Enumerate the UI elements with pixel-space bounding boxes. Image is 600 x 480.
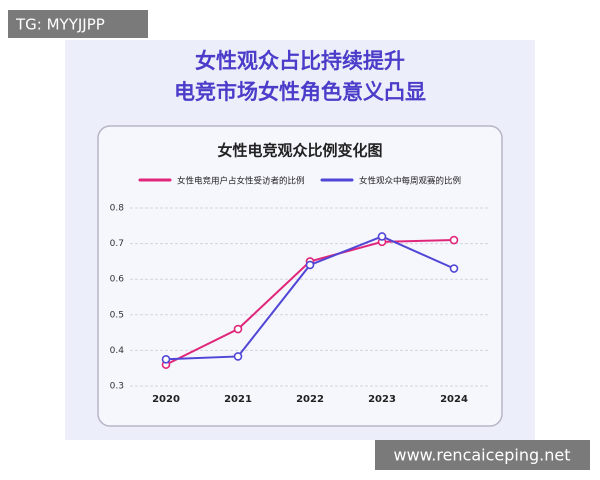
data-point [305,260,315,270]
watermark-text: www.rencaiceping.net [393,446,570,465]
y-tick-label: 0.6 [110,275,125,285]
data-point [233,352,243,361]
chart-card [97,125,503,427]
x-tick-label: 2024 [440,394,468,405]
legend-label: 女性电竞用户占女性受访者的比例 [177,176,305,187]
x-tick-label: 2022 [296,394,324,405]
chart-title: 女性电竞观众比例变化图 [217,142,382,160]
data-point [161,354,171,364]
y-tick-label: 0.4 [110,346,125,356]
y-tick-label: 0.7 [110,239,124,249]
headline: 女性观众占比持续提升 [195,49,405,73]
data-point [449,235,459,245]
x-tick-label: 2021 [224,394,252,405]
headline: 电竞市场女性角色意义凸显 [174,80,426,104]
legend-label: 女性观众中每周观赛的比例 [359,176,461,187]
y-tick-label: 0.8 [110,204,125,214]
y-tick-label: 0.3 [110,382,124,392]
watermark-text: TG: MYYJJPP [15,16,105,34]
data-point [233,324,243,334]
data-point [449,264,459,273]
watermark [375,440,590,470]
x-tick-label: 2020 [152,394,180,405]
watermark [8,10,148,38]
data-point [377,232,387,241]
x-tick-label: 2023 [368,394,396,405]
y-tick-label: 0.5 [110,310,124,320]
